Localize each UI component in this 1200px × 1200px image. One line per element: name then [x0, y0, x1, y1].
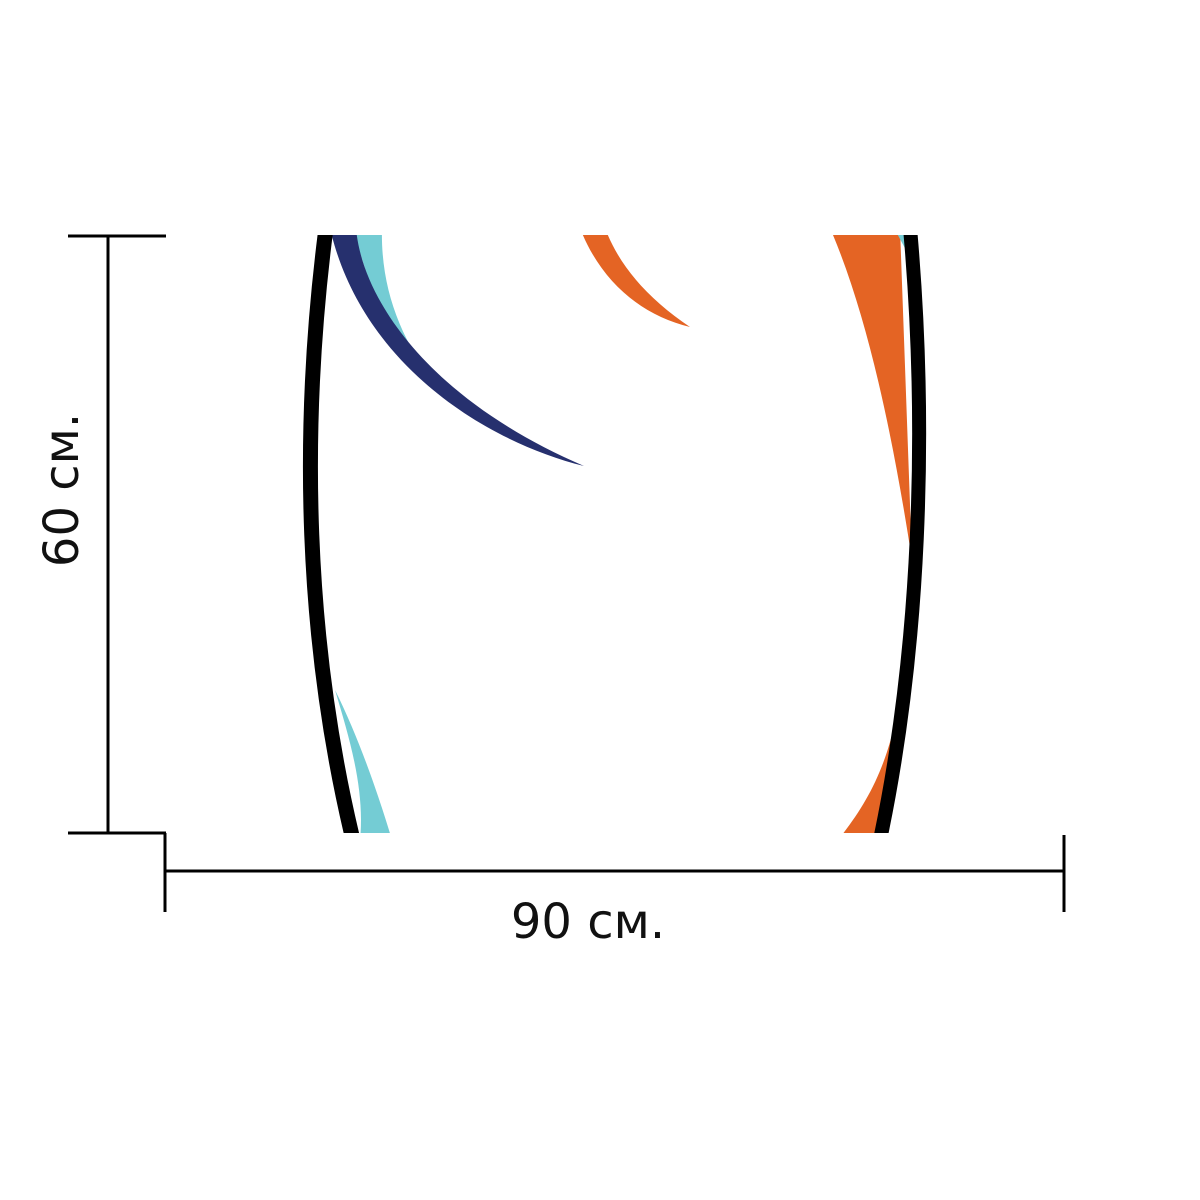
height-dimension — [68, 234, 166, 835]
navy-wave-top-left — [331, 235, 584, 466]
cyan-wave-bottom-left — [335, 690, 390, 833]
orange-wave-top-center — [582, 235, 690, 327]
right-black-outline — [874, 235, 927, 833]
width-dimension — [163, 833, 1066, 912]
width-label: 90 см. — [511, 894, 665, 950]
left-black-outline — [302, 235, 360, 833]
cyan-wave-top-left — [354, 235, 455, 405]
artwork-fragment — [302, 235, 927, 833]
orange-wave-right — [832, 235, 912, 560]
height-label: 60 см. — [34, 413, 90, 567]
